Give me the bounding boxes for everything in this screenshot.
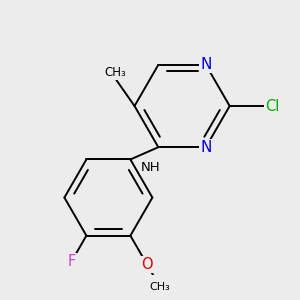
Text: CH₃: CH₃ [105, 66, 126, 79]
Text: NH: NH [141, 161, 160, 174]
Text: N: N [200, 57, 212, 72]
Text: N: N [200, 140, 212, 155]
Text: CH₃: CH₃ [150, 282, 170, 292]
Text: Cl: Cl [265, 98, 280, 113]
Text: O: O [141, 257, 153, 272]
Text: F: F [68, 254, 76, 269]
